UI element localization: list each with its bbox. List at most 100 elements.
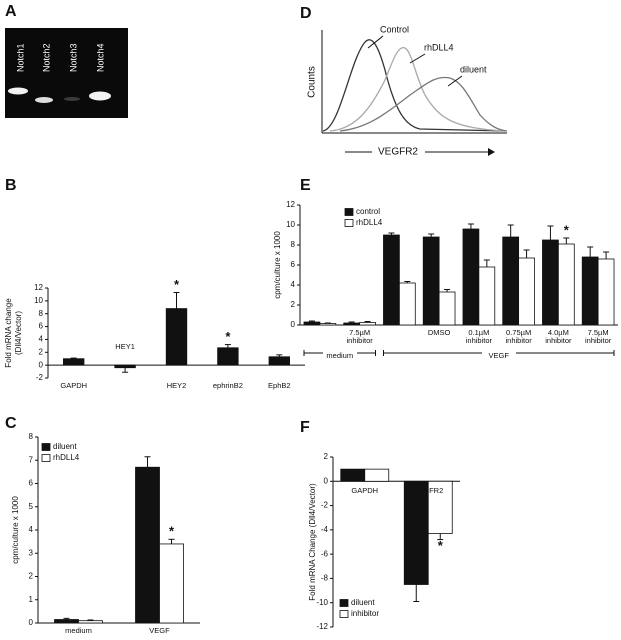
gel-image: [5, 28, 128, 118]
bar: [343, 322, 361, 326]
y-tick-label: 4: [39, 335, 44, 344]
y-tick-label: 0: [291, 320, 296, 329]
legend-swatch: [344, 219, 354, 227]
bar: [403, 480, 429, 585]
bar: [383, 234, 400, 326]
x-tick-label: VEGFR2: [413, 486, 444, 496]
y-axis-label: Fold mRNA change: [4, 298, 13, 368]
legend-label: rhDLL4: [356, 218, 383, 227]
y-tick-label: -8: [321, 574, 329, 583]
x-tick-label: ephrinB2: [212, 381, 243, 390]
legend-label: control: [356, 207, 380, 216]
panel-letter: F: [300, 419, 310, 436]
bar: [542, 239, 559, 326]
legend-swatch: [339, 599, 349, 607]
bar: [319, 323, 337, 326]
x-tick-label: 0.75µM inhibitor: [505, 328, 532, 345]
bar: [217, 347, 239, 366]
x-axis-label: VEGFR2: [378, 147, 418, 158]
y-axis-label: cpm/culture x 1000: [11, 496, 20, 564]
panel-letter: D: [300, 5, 312, 22]
bar: [114, 364, 136, 369]
x-tick-label: GAPDH: [351, 486, 379, 496]
y-tick-label: 2: [324, 452, 329, 461]
y-tick-label: 0: [29, 618, 34, 627]
bar: [364, 468, 390, 482]
group-label: medium: [322, 352, 357, 360]
y-tick-label: 2: [29, 572, 34, 581]
legend-swatch: [339, 610, 349, 618]
y-tick-label: 5: [29, 502, 34, 511]
legend-swatch: [41, 443, 51, 451]
bar: [597, 258, 615, 326]
histogram-curve: [322, 39, 506, 132]
histogram-curve: [339, 76, 508, 132]
bar: [438, 291, 456, 326]
legend-label: inhibitor: [351, 609, 379, 618]
x-tick-label: VEGF: [149, 626, 170, 635]
y-tick-label: 0: [39, 360, 44, 369]
histogram-curve: [329, 47, 506, 132]
curve-label: rhDLL4: [424, 42, 454, 52]
legend-label: rhDLL4: [53, 453, 80, 462]
curve-label: Control: [380, 24, 409, 34]
y-tick-label: 8: [291, 240, 296, 249]
arrow: [409, 53, 426, 64]
y-tick-label: 4: [291, 280, 296, 289]
y-axis-label: (Dll4/Vector): [14, 311, 23, 355]
y-tick-label: 2: [291, 300, 296, 309]
y-tick-label: -2: [321, 501, 329, 510]
bar: [557, 243, 575, 326]
bar: [268, 356, 290, 366]
y-axis-label: Counts: [307, 66, 318, 98]
y-tick-label: -4: [321, 525, 329, 534]
gel-band: [35, 97, 53, 103]
x-tick-label: HEY2: [166, 381, 187, 390]
bar: [502, 236, 520, 326]
legend-label: diluent: [53, 442, 77, 451]
significance-mark: *: [564, 222, 570, 237]
y-tick-label: 2: [39, 347, 44, 356]
y-tick-label: 12: [34, 283, 43, 292]
bar: [581, 256, 599, 326]
gel-band: [64, 97, 80, 101]
panel-letter: E: [300, 177, 311, 194]
arrow: [367, 35, 384, 49]
bar: [159, 543, 184, 624]
group-label: VEGF: [481, 352, 516, 360]
y-axis-label: Fold mRNA Change (Dll4/Vector): [308, 483, 317, 601]
lane-label: Notch4: [95, 43, 105, 72]
y-tick-label: -10: [316, 598, 328, 607]
x-tick-label: medium: [65, 626, 92, 635]
bar: [518, 257, 535, 326]
significance-mark: *: [169, 524, 175, 539]
bar: [340, 468, 366, 482]
panel-letter: B: [5, 177, 17, 194]
curve-label: diluent: [460, 64, 487, 74]
y-tick-label: -2: [36, 373, 44, 382]
y-tick-label: 10: [286, 220, 295, 229]
x-tick-label: HEY1: [115, 342, 135, 352]
bar: [422, 236, 440, 326]
x-tick-label: GAPDH: [60, 381, 88, 390]
bar: [63, 358, 85, 366]
bar: [165, 308, 188, 366]
y-tick-label: 7: [29, 455, 34, 464]
y-tick-label: -12: [316, 622, 328, 631]
x-tick-label: 0.1µM inhibitor: [465, 328, 492, 345]
bar: [462, 228, 480, 326]
y-tick-label: 0: [324, 476, 329, 485]
x-tick-label: 4.0µM inhibitor: [545, 328, 572, 345]
legend-swatch: [344, 208, 354, 216]
y-tick-label: 8: [39, 309, 44, 318]
panel-letter: A: [5, 3, 17, 20]
gel-band: [8, 87, 28, 95]
y-tick-label: -6: [321, 549, 329, 558]
bar: [54, 619, 79, 624]
lane-label: Notch1: [15, 43, 25, 72]
bar: [303, 321, 321, 326]
significance-mark: *: [225, 329, 231, 344]
arrow: [447, 75, 463, 87]
